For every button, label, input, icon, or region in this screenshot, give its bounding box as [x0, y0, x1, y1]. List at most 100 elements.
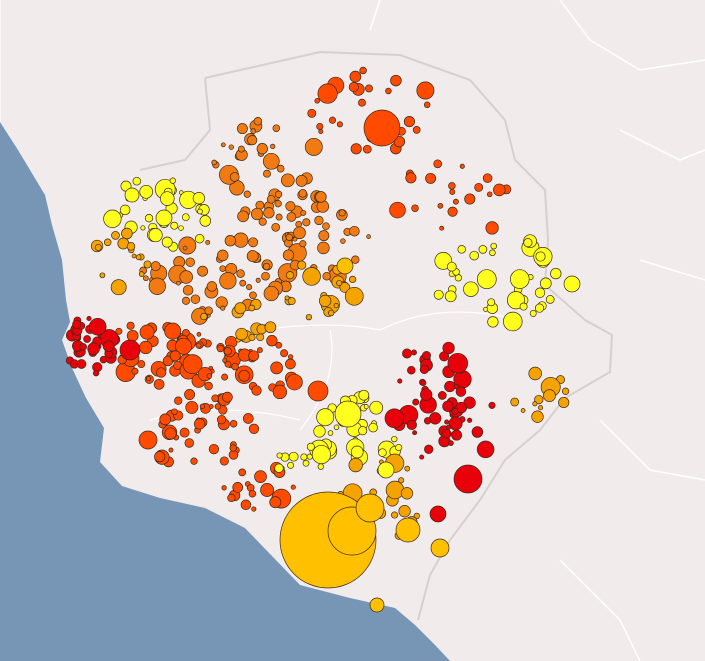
point [453, 383, 460, 390]
point [488, 401, 496, 409]
point [237, 145, 245, 153]
point [236, 123, 248, 135]
point [411, 204, 419, 212]
point [561, 387, 570, 395]
point [263, 207, 275, 219]
point [469, 250, 479, 261]
point [144, 214, 154, 223]
point [483, 306, 489, 312]
point [318, 129, 324, 134]
point [169, 177, 176, 184]
point [485, 221, 499, 235]
point [403, 116, 415, 128]
point [264, 321, 277, 334]
point [99, 272, 106, 279]
point [121, 227, 133, 240]
point [406, 419, 417, 431]
point [238, 369, 251, 382]
point [170, 221, 179, 230]
point [429, 505, 447, 523]
point [87, 342, 100, 355]
point [224, 360, 232, 368]
point [344, 286, 364, 306]
point [420, 388, 433, 401]
point [287, 297, 296, 306]
point [302, 218, 311, 227]
point [444, 419, 450, 425]
point [231, 362, 239, 371]
point [206, 281, 218, 292]
point [220, 142, 226, 148]
point [305, 313, 313, 321]
point [160, 191, 175, 206]
point [315, 191, 327, 203]
point [197, 265, 209, 277]
point [138, 271, 145, 277]
point [442, 341, 455, 355]
point [240, 499, 252, 511]
point [298, 189, 308, 198]
point [455, 386, 467, 397]
point [220, 305, 226, 311]
point [464, 193, 476, 205]
point [400, 487, 414, 500]
point [280, 173, 295, 188]
point [191, 307, 209, 325]
point [402, 348, 412, 359]
point [398, 477, 405, 484]
point [430, 538, 450, 558]
point [385, 87, 392, 95]
point [419, 364, 429, 374]
point [423, 417, 432, 425]
point [412, 398, 420, 406]
point [254, 470, 267, 483]
point [211, 159, 218, 166]
point [378, 448, 387, 457]
point [365, 84, 373, 93]
point [154, 451, 166, 463]
point [433, 159, 443, 169]
point [169, 350, 181, 362]
point [86, 315, 92, 322]
point [534, 303, 545, 313]
point [423, 101, 431, 109]
point [558, 396, 570, 409]
point [322, 222, 330, 231]
point [179, 270, 193, 284]
point [295, 174, 308, 187]
point [263, 285, 279, 302]
point [463, 281, 479, 297]
point [282, 249, 295, 261]
point [140, 225, 146, 231]
point [459, 163, 465, 169]
point [111, 231, 120, 240]
point [219, 265, 226, 272]
point [452, 198, 459, 205]
point [328, 116, 337, 124]
point [248, 333, 256, 342]
country-border [139, 77, 212, 171]
point [286, 373, 303, 391]
point [285, 233, 293, 241]
point [363, 404, 369, 410]
point [448, 416, 463, 431]
point [350, 143, 362, 155]
point [286, 212, 297, 222]
point [287, 354, 294, 360]
point [412, 430, 418, 436]
point [422, 351, 431, 360]
point [238, 468, 247, 477]
point [276, 452, 283, 459]
point [476, 269, 497, 290]
point [486, 191, 493, 198]
point [537, 405, 544, 411]
point [404, 465, 411, 472]
point [175, 337, 192, 355]
point [391, 435, 398, 443]
point [145, 376, 152, 382]
point [482, 173, 493, 183]
point [234, 302, 247, 315]
neighbor-border [369, 0, 705, 661]
point [442, 400, 454, 412]
point [447, 206, 458, 217]
